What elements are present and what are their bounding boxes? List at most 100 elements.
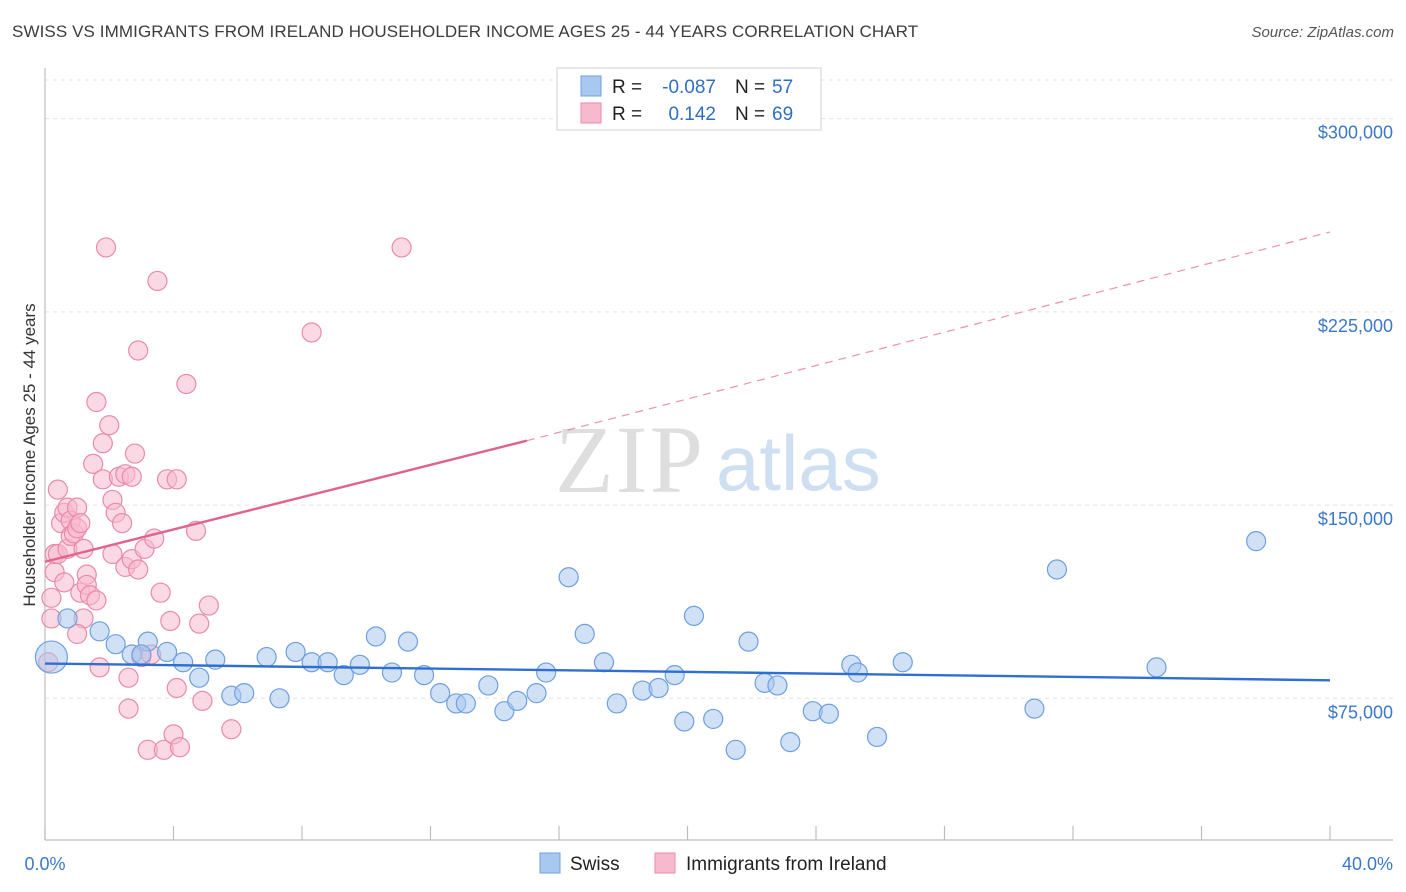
legend-r-label-1: R = xyxy=(612,77,642,98)
legend-n-value-1: 57 xyxy=(772,77,793,98)
point-swiss xyxy=(397,631,419,652)
y-tick-label: $150,000 xyxy=(1318,509,1393,529)
x-tick-labels: 0.0% 40.0% xyxy=(24,854,1393,874)
point-swiss xyxy=(606,693,627,714)
point-swiss xyxy=(156,641,178,663)
point-swiss xyxy=(173,652,194,673)
point-ireland xyxy=(128,559,149,580)
point-ireland xyxy=(54,572,75,593)
point-ireland xyxy=(192,690,213,711)
point-ireland xyxy=(150,582,171,603)
bottom-legend-swatch-ireland xyxy=(654,852,676,874)
gridlines xyxy=(45,79,1393,699)
watermark: ZIP atlas xyxy=(555,406,881,513)
bottom-legend-label-ireland: Immigrants from Ireland xyxy=(686,854,887,875)
point-ireland xyxy=(86,391,107,413)
point-swiss xyxy=(381,662,403,683)
point-swiss xyxy=(558,567,579,588)
point-ireland xyxy=(86,590,107,611)
point-ireland xyxy=(147,270,168,292)
point-swiss xyxy=(574,623,595,644)
point-swiss xyxy=(413,665,435,686)
point-swiss xyxy=(866,726,888,748)
point-ireland xyxy=(95,237,117,258)
point-ireland xyxy=(391,237,412,258)
series-swiss xyxy=(34,531,1267,760)
series-immigrants-from-ireland xyxy=(38,237,412,760)
legend-n-label-1: N = xyxy=(735,77,765,98)
point-swiss xyxy=(648,677,669,699)
point-ireland xyxy=(160,610,181,632)
point-swiss xyxy=(725,739,746,760)
point-ireland xyxy=(166,469,187,490)
point-ireland xyxy=(73,538,94,559)
point-swiss xyxy=(593,652,615,673)
point-swiss xyxy=(674,711,695,732)
point-swiss xyxy=(205,649,226,670)
point-ireland xyxy=(124,443,146,464)
point-ireland xyxy=(83,453,104,474)
legend-swatch-swiss xyxy=(580,75,602,97)
watermark-zip: ZIP xyxy=(555,406,705,513)
point-swiss xyxy=(818,703,839,724)
point-swiss xyxy=(892,652,913,673)
point-ireland xyxy=(121,466,142,487)
point-ireland xyxy=(118,698,139,719)
series-legend: Swiss Immigrants from Ireland xyxy=(539,852,887,875)
point-swiss xyxy=(105,634,126,655)
point-ireland xyxy=(89,657,110,678)
point-swiss xyxy=(1046,559,1068,580)
trend-line-ireland xyxy=(44,439,528,563)
point-swiss xyxy=(333,665,354,686)
point-swiss xyxy=(430,683,451,704)
point-ireland xyxy=(118,667,139,688)
trend-line-swiss xyxy=(44,662,1331,682)
point-swiss xyxy=(57,608,78,629)
point-swiss xyxy=(285,641,306,663)
point-swiss xyxy=(683,605,705,626)
y-tick-labels: $75,000 $150,000 $225,000 $300,000 xyxy=(1318,123,1393,723)
point-ireland xyxy=(70,513,91,534)
x-tick-label-end: 40.0% xyxy=(1342,854,1393,874)
point-ireland xyxy=(166,677,187,699)
point-swiss xyxy=(1246,531,1267,552)
point-ireland xyxy=(176,373,197,395)
point-swiss xyxy=(256,646,277,668)
y-tick-label: $75,000 xyxy=(1328,702,1393,722)
point-ireland xyxy=(47,479,68,500)
point-swiss xyxy=(317,652,338,673)
point-swiss xyxy=(1146,657,1167,678)
legend-swatch-ireland xyxy=(580,102,602,124)
point-swiss xyxy=(526,683,547,704)
bottom-legend-swatch-swiss xyxy=(539,852,561,874)
point-swiss xyxy=(234,683,255,704)
legend-r-value-1: -0.087 xyxy=(662,77,716,98)
point-swiss xyxy=(269,688,290,709)
point-swiss xyxy=(507,690,528,711)
chart-title: SWISS VS IMMIGRANTS FROM IRELAND HOUSEHO… xyxy=(12,22,919,41)
legend-r-value-2: 0.142 xyxy=(668,104,716,125)
point-swiss xyxy=(34,640,69,674)
bottom-legend-label-swiss: Swiss xyxy=(570,854,620,875)
point-ireland xyxy=(221,719,242,740)
point-swiss xyxy=(767,675,788,696)
watermark-atlas: atlas xyxy=(716,419,881,507)
point-swiss xyxy=(365,626,386,647)
point-swiss xyxy=(478,675,499,696)
point-ireland xyxy=(189,613,210,634)
legend-n-value-2: 69 xyxy=(772,104,793,125)
point-ireland xyxy=(92,433,113,454)
y-tick-label: $225,000 xyxy=(1318,316,1393,336)
point-swiss xyxy=(780,732,801,753)
point-swiss xyxy=(536,662,557,683)
legend-n-label-2: N = xyxy=(735,104,765,125)
point-ireland xyxy=(301,322,322,343)
trend-line-ireland-extension xyxy=(526,231,1331,442)
point-ireland xyxy=(67,623,88,644)
y-axis-label: Householder Income Ages 25 - 44 years xyxy=(20,303,39,606)
point-swiss xyxy=(664,665,685,686)
point-swiss xyxy=(89,621,110,642)
legend-r-label-2: R = xyxy=(612,104,642,125)
trend-lines xyxy=(44,231,1331,682)
